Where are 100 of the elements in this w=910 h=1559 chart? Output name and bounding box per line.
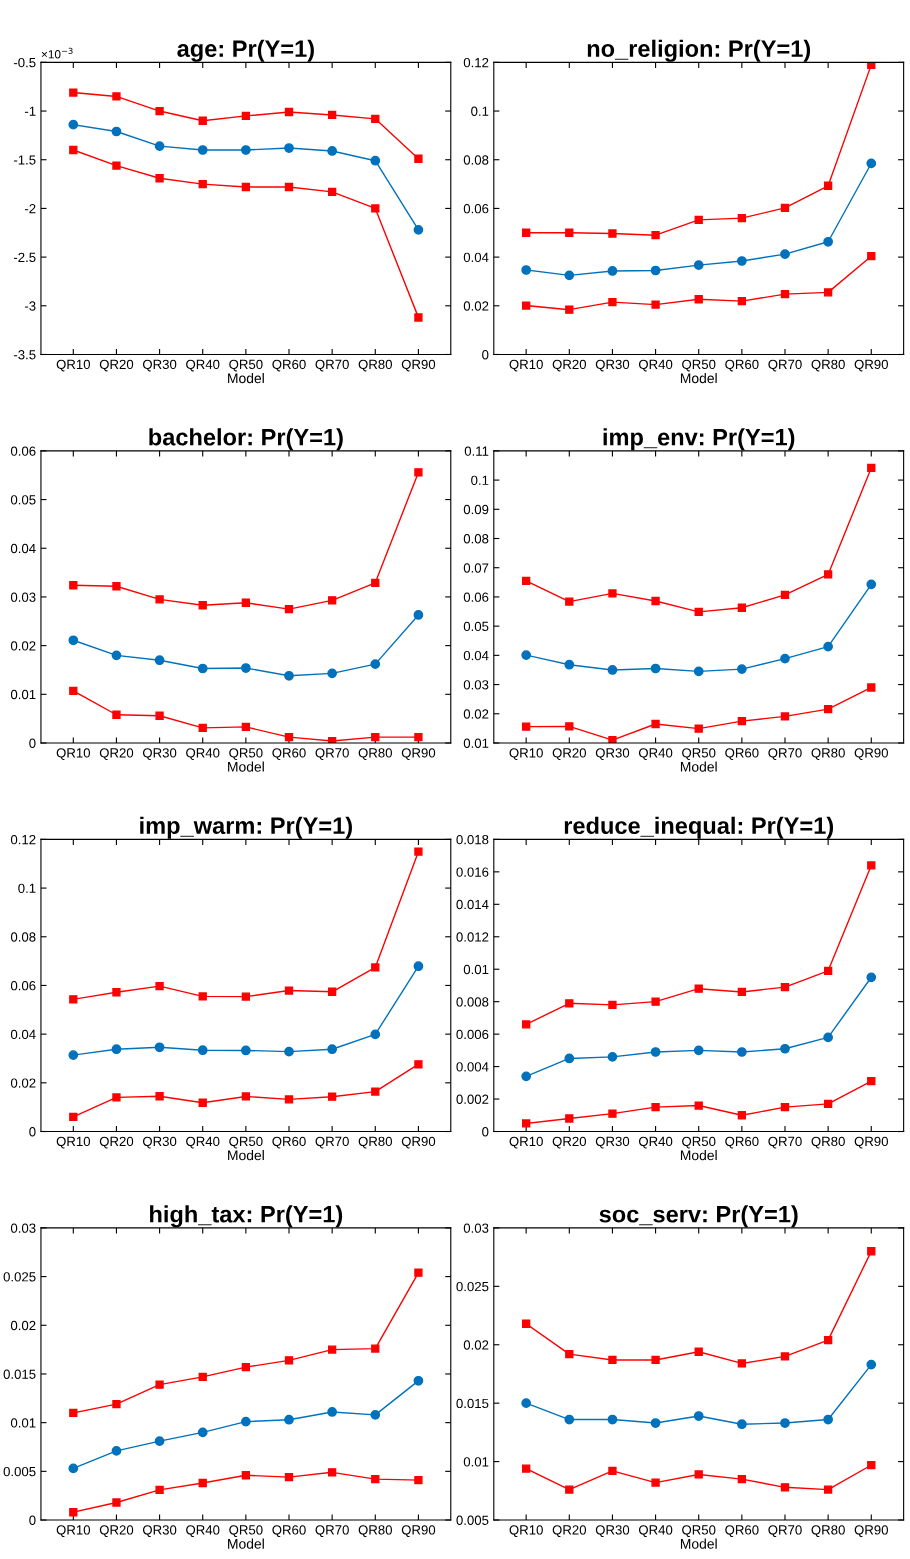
point xyxy=(241,992,251,1001)
point xyxy=(867,463,876,472)
y-tick-label: 0.02 xyxy=(463,709,489,719)
point xyxy=(198,116,207,125)
point xyxy=(737,603,747,612)
x-tick-label: QR60 xyxy=(272,1136,306,1149)
point xyxy=(197,145,208,155)
x-tick-label: QR90 xyxy=(854,359,888,372)
y-tick-label: 0.014 xyxy=(456,899,489,910)
x-tick-label: QR50 xyxy=(682,1525,716,1537)
point xyxy=(112,161,121,170)
x-tick-label: QR40 xyxy=(186,359,220,372)
point xyxy=(327,1044,338,1055)
x-tick-label: QR40 xyxy=(638,359,673,372)
point xyxy=(694,295,703,304)
point xyxy=(607,1414,618,1425)
point xyxy=(413,610,424,620)
point xyxy=(198,992,207,1001)
point xyxy=(650,663,661,674)
x-tick-label: QR30 xyxy=(595,1525,630,1537)
x-tick-label: QR60 xyxy=(725,359,759,372)
x-tick-label: QR50 xyxy=(229,748,263,760)
y-tick-label: 0.06 xyxy=(463,592,489,602)
point xyxy=(327,987,337,996)
text: ×10$^{−3}$ xyxy=(41,47,73,59)
y-tick-label: 0.04 xyxy=(10,543,36,554)
point xyxy=(69,145,78,155)
point xyxy=(371,963,380,972)
point xyxy=(521,265,532,275)
y-tick-label: 0.04 xyxy=(463,252,489,263)
point xyxy=(608,735,617,743)
x-axis-title: Model xyxy=(680,373,717,384)
point xyxy=(780,653,790,664)
point xyxy=(651,719,660,729)
y-tick-label: 0 xyxy=(29,1515,36,1525)
point xyxy=(521,650,532,660)
x-tick-label: QR70 xyxy=(768,1136,802,1149)
point xyxy=(565,1114,574,1123)
x-tick-label: QR10 xyxy=(509,1525,543,1537)
point xyxy=(651,1478,660,1487)
x-tick-label: QR20 xyxy=(99,359,134,372)
chart-title: imp_env: Pr(Y=1) xyxy=(603,428,795,451)
y-tick-label: 0.1 xyxy=(471,106,489,116)
point xyxy=(414,154,423,163)
point xyxy=(370,155,381,166)
x-tick-label: QR40 xyxy=(638,748,673,760)
y-tick-label: 0.03 xyxy=(463,1223,489,1233)
point xyxy=(737,987,747,997)
x-tick-label: QR30 xyxy=(142,748,177,760)
point xyxy=(371,114,380,124)
x-tick-label: QR40 xyxy=(638,1525,673,1537)
point xyxy=(155,595,164,604)
point xyxy=(608,589,617,598)
point xyxy=(564,270,575,281)
x-tick-label: QR60 xyxy=(725,1136,759,1149)
point xyxy=(112,1093,121,1102)
point xyxy=(521,228,531,237)
x-tick-label: QR60 xyxy=(272,359,306,372)
x-tick-label: QR20 xyxy=(99,1136,134,1149)
point xyxy=(241,1092,251,1101)
point xyxy=(327,596,337,605)
point xyxy=(780,1352,790,1361)
point xyxy=(284,986,294,995)
x-tick-label: QR70 xyxy=(768,1525,802,1537)
point xyxy=(327,1468,337,1477)
point xyxy=(68,1463,79,1474)
point xyxy=(197,1427,208,1438)
x-tick-label: QR90 xyxy=(854,748,888,760)
y-tick-label: 0.1 xyxy=(471,475,489,485)
point xyxy=(521,1464,531,1473)
point xyxy=(198,723,207,733)
point xyxy=(564,1053,575,1064)
point xyxy=(154,1042,165,1053)
point xyxy=(68,119,79,130)
point xyxy=(608,229,617,238)
point xyxy=(154,1436,165,1447)
point xyxy=(327,1092,337,1101)
point xyxy=(112,92,121,101)
x-tick-label: QR40 xyxy=(186,1136,220,1149)
y-tick-label: 0.025 xyxy=(456,1281,489,1292)
point xyxy=(241,1471,251,1480)
y-tick-label: 0.05 xyxy=(10,495,36,505)
y-tick-label: 0.11 xyxy=(464,446,489,456)
x-tick-label: QR30 xyxy=(595,748,630,760)
x-tick-label: QR40 xyxy=(186,748,220,760)
y-tick-label: 0.016 xyxy=(456,867,489,877)
point xyxy=(780,249,790,260)
point xyxy=(780,590,790,600)
point xyxy=(521,722,531,731)
point xyxy=(370,1409,381,1420)
point xyxy=(607,266,618,276)
x-tick-label: QR20 xyxy=(552,1525,587,1537)
point xyxy=(521,1071,532,1082)
chart-title: imp_warm: Pr(Y=1) xyxy=(140,816,352,839)
y-tick-label: 0.12 xyxy=(463,57,489,68)
point xyxy=(112,1498,121,1507)
y-tick-label: 0.002 xyxy=(456,1094,489,1104)
point xyxy=(736,1047,747,1057)
point xyxy=(521,1398,532,1409)
point xyxy=(69,581,78,590)
